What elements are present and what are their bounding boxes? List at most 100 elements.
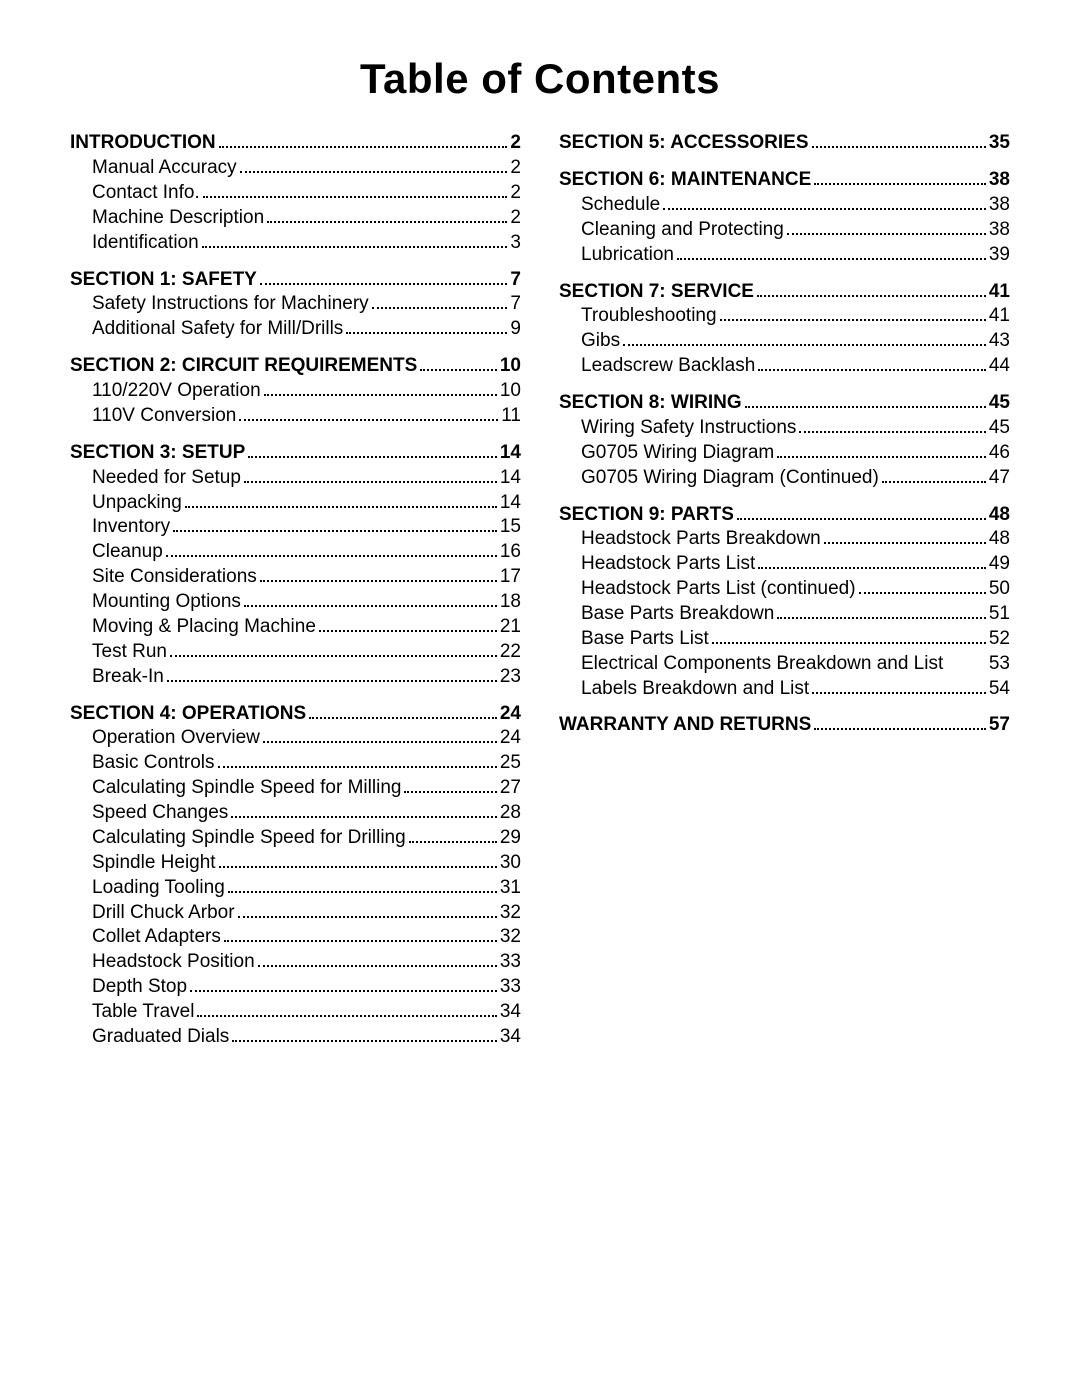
toc-label: Labels Breakdown and List <box>581 677 809 702</box>
toc-entry: Calculating Spindle Speed for Drilling29 <box>70 826 521 851</box>
toc-page-number: 24 <box>500 726 521 751</box>
toc-section: SECTION 2: CIRCUIT REQUIREMENTS 10110/220… <box>70 354 521 429</box>
toc-page-number: 48 <box>989 503 1010 528</box>
toc-section: WARRANTY AND RETURNS57 <box>559 713 1010 738</box>
toc-section: SECTION 3: SETUP14Needed for Setup14Unpa… <box>70 441 521 690</box>
toc-page-number: 7 <box>510 268 521 293</box>
toc-page-number: 34 <box>500 1025 521 1050</box>
toc-label: Needed for Setup <box>92 466 241 491</box>
toc-page-number: 38 <box>989 218 1010 243</box>
toc-page-number: 48 <box>989 527 1010 552</box>
toc-entry: Lubrication39 <box>559 243 1010 268</box>
toc-label: Lubrication <box>581 243 674 268</box>
toc-entry: G0705 Wiring Diagram (Continued)47 <box>559 466 1010 491</box>
toc-entry: 110/220V Operation10 <box>70 379 521 404</box>
toc-label: INTRODUCTION <box>70 131 216 156</box>
toc-section-heading: SECTION 4: OPERATIONS 24 <box>70 701 521 726</box>
toc-leader-dots <box>264 379 497 396</box>
toc-leader-dots <box>663 193 986 210</box>
toc-label: Spindle Height <box>92 851 216 876</box>
toc-entry: Loading Tooling31 <box>70 876 521 901</box>
toc-entry: Spindle Height30 <box>70 851 521 876</box>
toc-leader-dots <box>244 466 497 483</box>
toc-leader-dots <box>319 615 497 632</box>
toc-leader-dots <box>758 354 986 371</box>
toc-label: Base Parts List <box>581 627 709 652</box>
toc-leader-dots <box>260 565 497 582</box>
toc-label: WARRANTY AND RETURNS <box>559 713 811 738</box>
toc-leader-dots <box>218 751 497 768</box>
toc-leader-dots <box>812 131 986 148</box>
toc-leader-dots <box>309 701 497 718</box>
toc-label: Manual Accuracy <box>92 156 237 181</box>
toc-page-number: 9 <box>510 317 521 342</box>
toc-page-number: 54 <box>989 677 1010 702</box>
toc-entry: Safety Instructions for Machinery7 <box>70 292 521 317</box>
toc-section: SECTION 4: OPERATIONS24Operation Overvie… <box>70 701 521 1049</box>
toc-leader-dots <box>859 577 986 594</box>
toc-page-number: 33 <box>500 975 521 1000</box>
toc-page-number: 17 <box>500 565 521 590</box>
toc-label: Base Parts Breakdown <box>581 602 774 627</box>
toc-label: Identification <box>92 231 199 256</box>
toc-leader-dots <box>677 243 986 260</box>
toc-label: Cleaning and Protecting <box>581 218 784 243</box>
toc-page-number: 21 <box>500 615 521 640</box>
toc-page-number: 38 <box>989 168 1010 193</box>
toc-label: Machine Description <box>92 206 264 231</box>
toc-entry: Machine Description2 <box>70 206 521 231</box>
toc-label: Contact Info. <box>92 181 200 206</box>
toc-entry: Headstock Position33 <box>70 950 521 975</box>
toc-page-number: 41 <box>989 280 1010 305</box>
toc-entry: Test Run22 <box>70 640 521 665</box>
toc-entry: Headstock Parts List (continued)50 <box>559 577 1010 602</box>
toc-label: Depth Stop <box>92 975 187 1000</box>
toc-leader-dots <box>263 726 497 743</box>
toc-label: Table Travel <box>92 1000 194 1025</box>
toc-leader-dots <box>173 515 497 532</box>
toc-label: SECTION 4: OPERATIONS <box>70 702 306 727</box>
toc-entry: G0705 Wiring Diagram46 <box>559 441 1010 466</box>
toc-leader-dots <box>758 552 986 569</box>
toc-page-number: 14 <box>500 491 521 516</box>
toc-page-number: 24 <box>500 702 521 727</box>
toc-page-number: 22 <box>500 640 521 665</box>
toc-section: SECTION 6: MAINTENANCE38Schedule38Cleani… <box>559 168 1010 268</box>
toc-section: SECTION 8: WIRING45Wiring Safety Instruc… <box>559 391 1010 491</box>
toc-entry: Site Considerations 17 <box>70 565 521 590</box>
toc-label: Site Considerations <box>92 565 257 590</box>
toc-entry: Break-In23 <box>70 665 521 690</box>
toc-leader-dots <box>267 206 507 223</box>
toc-leader-dots <box>787 218 986 235</box>
toc-column-left: INTRODUCTION2Manual Accuracy2Contact Inf… <box>70 131 521 1062</box>
toc-entry: Depth Stop 33 <box>70 975 521 1000</box>
toc-page-number: 53 <box>989 652 1010 677</box>
toc-entry: Identification3 <box>70 231 521 256</box>
toc-label: G0705 Wiring Diagram (Continued) <box>581 466 879 491</box>
toc-leader-dots <box>190 975 497 992</box>
toc-leader-dots <box>232 1025 497 1042</box>
toc-page-number: 51 <box>989 602 1010 627</box>
toc-leader-dots <box>409 826 497 843</box>
toc-column-right: SECTION 5: ACCESSORIES35SECTION 6: MAINT… <box>559 131 1010 1062</box>
toc-entry: Cleaning and Protecting 38 <box>559 218 1010 243</box>
toc-entry: Troubleshooting41 <box>559 304 1010 329</box>
toc-label: Additional Safety for Mill/Drills <box>92 317 343 342</box>
toc-leader-dots <box>170 640 497 657</box>
toc-label: SECTION 7: SERVICE <box>559 280 754 305</box>
toc-label: Moving & Placing Machine <box>92 615 316 640</box>
toc-section: INTRODUCTION2Manual Accuracy2Contact Inf… <box>70 131 521 255</box>
toc-leader-dots <box>737 502 986 519</box>
toc-label: SECTION 6: MAINTENANCE <box>559 168 811 193</box>
toc-page-number: 2 <box>510 131 521 156</box>
toc-page-number: 31 <box>500 876 521 901</box>
toc-page-number: 25 <box>500 751 521 776</box>
toc-leader-dots <box>219 851 497 868</box>
toc-label: SECTION 3: SETUP <box>70 441 245 466</box>
toc-leader-dots <box>197 1000 496 1017</box>
toc-page-number: 10 <box>500 354 521 379</box>
toc-entry: Wiring Safety Instructions45 <box>559 416 1010 441</box>
toc-leader-dots <box>420 354 497 371</box>
toc-label: Headstock Position <box>92 950 255 975</box>
toc-label: SECTION 2: CIRCUIT REQUIREMENTS <box>70 354 417 379</box>
